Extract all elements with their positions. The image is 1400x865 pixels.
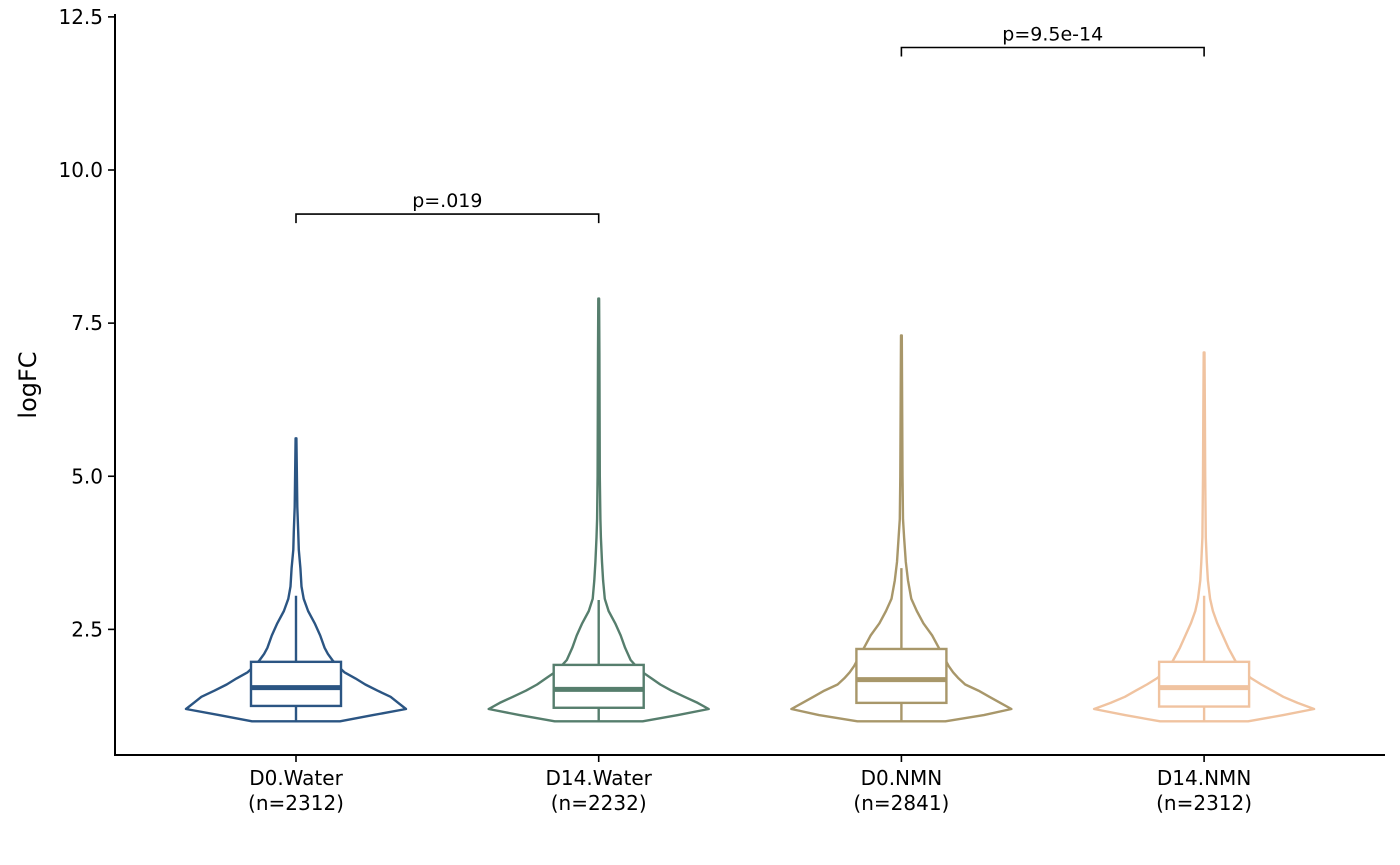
violin-outline [790, 334, 1013, 723]
p-value-label: p=.019 [412, 190, 482, 212]
y-tick-label: 2.5 [71, 617, 103, 641]
box [1157, 660, 1251, 708]
violin-group [184, 437, 408, 723]
x-category-label: D0.Water [249, 766, 343, 790]
significance-bracket [295, 213, 600, 224]
violin-group [487, 297, 710, 723]
y-tick-label: 12.5 [58, 5, 103, 29]
y-tick-label: 10.0 [58, 158, 103, 182]
y-axis-title: logFC [14, 351, 42, 418]
violin-group [790, 334, 1013, 723]
x-category-n-label: (n=2312) [248, 791, 344, 815]
x-category-label: D14.NMN [1157, 766, 1251, 790]
violin-outline [184, 437, 408, 723]
box [552, 663, 645, 709]
x-category-n-label: (n=2312) [1156, 791, 1252, 815]
box [855, 647, 948, 705]
x-category-label: D14.Water [546, 766, 653, 790]
x-category-n-label: (n=2841) [853, 791, 949, 815]
significance-annotations: p=.019 p=9.5e-14 [295, 24, 1205, 224]
violin-group [1092, 351, 1316, 723]
y-tick-label: 5.0 [71, 464, 103, 488]
violins [184, 297, 1316, 723]
p-value-label: p=9.5e-14 [1002, 24, 1103, 46]
y-tick-label: 7.5 [71, 311, 103, 335]
significance-bracket [900, 46, 1205, 57]
x-category-n-label: (n=2232) [551, 791, 647, 815]
box [249, 660, 343, 708]
axes: 2.55.07.510.012.5D0.Water(n=2312)D14.Wat… [58, 5, 1385, 815]
x-category-label: D0.NMN [861, 766, 943, 790]
